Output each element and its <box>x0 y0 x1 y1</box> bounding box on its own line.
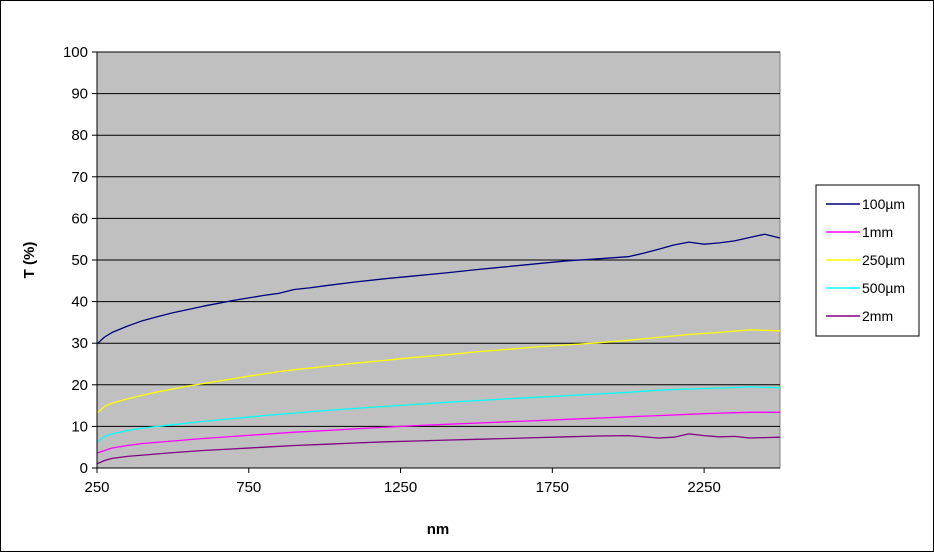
y-tick-label: 90 <box>71 86 88 103</box>
series-lines <box>96 233 781 465</box>
legend-label: 250µm <box>862 252 905 268</box>
series-line-100µm <box>96 233 781 345</box>
series-line-1mm <box>96 411 780 454</box>
x-tick-label: 1250 <box>384 479 417 496</box>
y-tick-label: 100 <box>63 44 88 61</box>
y-tick-label: 10 <box>71 418 88 435</box>
x-axis-title: nm <box>427 521 450 538</box>
y-tick-label: 20 <box>71 377 88 394</box>
legend-label: 1mm <box>862 224 893 240</box>
axes: 0 10 20 30 40 50 60 70 80 90 100 250 750 1250 1750 2250 <box>63 44 780 496</box>
legend: 100µm 1mm 250µm 500µm 2mm <box>815 184 920 337</box>
legend-label: 100µm <box>862 196 905 212</box>
y-tick-label: 40 <box>71 294 88 311</box>
series-line-2mm <box>96 433 781 465</box>
y-axis-title: T (%) <box>21 242 38 279</box>
y-tick-label: 80 <box>71 127 88 144</box>
gridlines <box>97 51 780 427</box>
legend-label: 500µm <box>862 280 905 296</box>
x-tick-label: 2250 <box>687 479 720 496</box>
y-tick-label: 70 <box>71 169 88 186</box>
y-tick-label: 0 <box>80 460 88 477</box>
x-tick-label: 1750 <box>536 479 569 496</box>
legend-label: 2mm <box>862 308 893 324</box>
x-tick-label: 250 <box>84 479 109 496</box>
x-tick-label: 750 <box>236 479 261 496</box>
legend-box <box>815 184 920 337</box>
y-tick-label: 50 <box>71 252 88 269</box>
y-tick-label: 60 <box>71 210 88 227</box>
series-line-250µm <box>96 329 781 414</box>
y-tick-label: 30 <box>71 335 88 352</box>
series-line-500µm <box>96 386 781 443</box>
